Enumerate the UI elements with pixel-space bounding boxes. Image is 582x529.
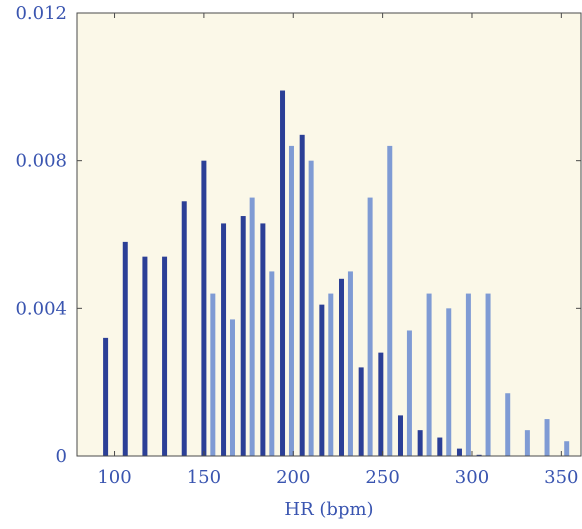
bar-series-2 xyxy=(406,330,412,456)
bar-series-1 xyxy=(476,454,482,456)
bar-series-1 xyxy=(103,337,109,456)
bar-series-1 xyxy=(201,160,207,457)
bar-series-1 xyxy=(142,256,148,456)
bar-series-2 xyxy=(347,271,353,456)
bar-series-2 xyxy=(426,293,432,456)
bar-series-1 xyxy=(280,90,286,457)
labels-layer: 100 150 200 250 300 350 0 0.004 0.008 0.012 xyxy=(15,3,578,488)
x-axis-title: HR (bpm) xyxy=(284,499,373,520)
bars-layer xyxy=(103,90,570,457)
bar-series-1 xyxy=(319,304,325,456)
bar-series-1 xyxy=(221,223,227,456)
bar-series-1 xyxy=(122,241,128,456)
bar-series-2 xyxy=(249,197,255,456)
plot-frame xyxy=(76,12,582,457)
bar-series-2 xyxy=(308,160,314,457)
bar-series-2 xyxy=(524,430,530,456)
bar-series-1 xyxy=(437,437,443,456)
bar-series-2 xyxy=(367,197,373,456)
bar-series-2 xyxy=(328,293,334,456)
bar-series-2 xyxy=(269,271,275,456)
x-tick-label: 250 xyxy=(365,467,399,488)
y-tick-label: 0 xyxy=(56,446,67,467)
bar-series-1 xyxy=(339,278,345,456)
bar-series-2 xyxy=(446,308,452,456)
bar-series-2 xyxy=(485,293,491,456)
bar-series-1 xyxy=(162,256,168,456)
bar-series-2 xyxy=(387,145,393,456)
bar-series-2 xyxy=(564,441,570,456)
bar-series-1 xyxy=(397,415,403,456)
bar-series-2 xyxy=(210,293,216,456)
y-tick-label: 0.012 xyxy=(15,3,67,24)
y-tick-label: 0.004 xyxy=(15,298,67,319)
x-tick-label: 150 xyxy=(187,467,221,488)
bar-series-2 xyxy=(544,419,550,456)
bar-series-1 xyxy=(260,223,266,456)
bar-series-1 xyxy=(417,430,423,456)
x-tick-label: 200 xyxy=(276,467,310,488)
x-tick-label: 350 xyxy=(544,467,578,488)
bar-series-2 xyxy=(229,319,235,456)
x-tick-label: 100 xyxy=(97,467,131,488)
bar-series-1 xyxy=(358,367,364,456)
bar-series-1 xyxy=(378,352,384,456)
x-tick-label: 300 xyxy=(455,467,489,488)
bar-series-2 xyxy=(288,145,294,456)
bar-series-2 xyxy=(505,393,511,456)
bar-series-1 xyxy=(299,134,305,456)
bar-series-1 xyxy=(456,448,462,456)
y-tick-label: 0.008 xyxy=(15,151,67,172)
bar-series-1 xyxy=(181,201,187,456)
bar-series-2 xyxy=(465,293,471,456)
bar-series-1 xyxy=(240,216,246,456)
